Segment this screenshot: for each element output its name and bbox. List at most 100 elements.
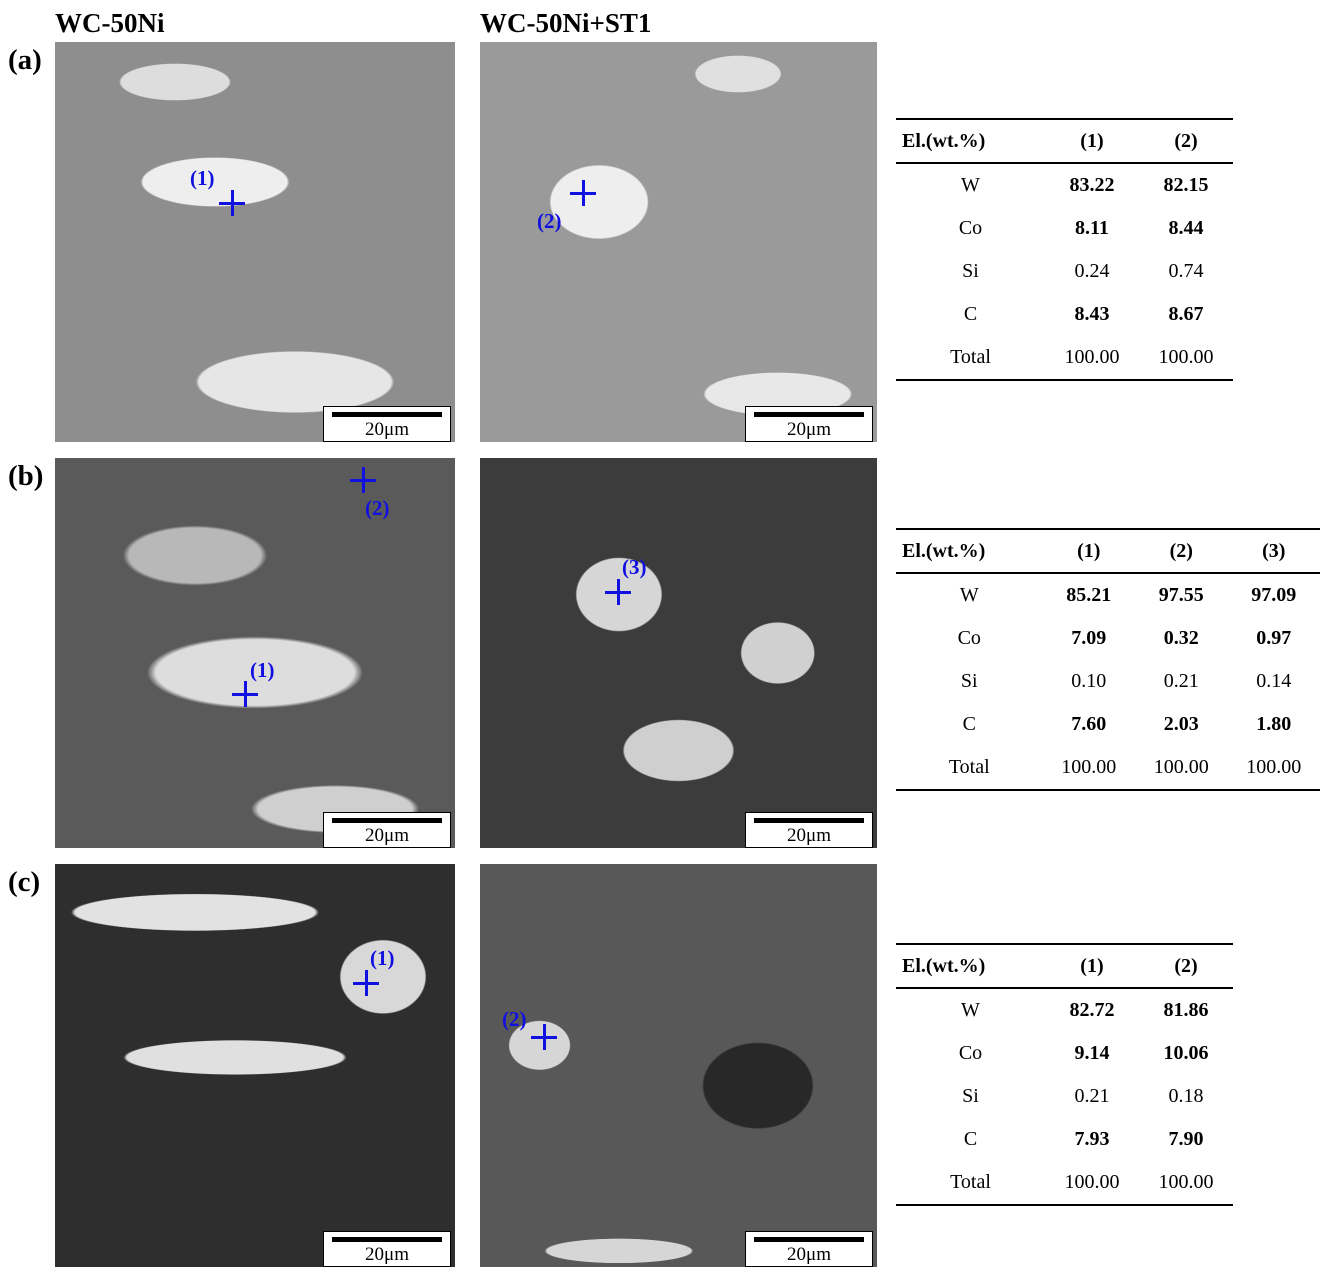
marker-cross xyxy=(243,681,247,707)
column-title: WC-50Ni+ST1 xyxy=(480,8,652,38)
marker-label: (2) xyxy=(365,496,390,520)
header-row: El.(wt.%) (1) (2) (3) xyxy=(896,529,1320,574)
header-row: El.(wt.%) (1) (2) xyxy=(896,119,1233,164)
data-table: El.(wt.%) (1) (2) W 83.22 82.15 Co 8.11 8.44 Si 0.… xyxy=(896,118,1233,381)
table-body: W 83.22 82.15 Co 8.11 8.44 Si 0.24 0.74 C 8.43 8.67… xyxy=(896,163,1233,380)
table-row: C 7.60 2.03 1.80 xyxy=(896,703,1320,746)
header-cell: (1) xyxy=(1044,944,1139,989)
table-cell: 0.21 xyxy=(1074,1085,1110,1107)
table-cell: 0.32 xyxy=(1163,627,1199,649)
table-cell: Total xyxy=(950,1171,991,1193)
sem-image: (2) (1) 20μm xyxy=(55,458,455,848)
table-cell: 85.21 xyxy=(1066,584,1112,606)
scale-text: 20μm xyxy=(787,825,831,846)
table-cell: 0.14 xyxy=(1256,670,1292,692)
scale-bar: 20μm xyxy=(323,812,451,848)
scale-line xyxy=(332,1237,442,1242)
table-cell: Total xyxy=(948,756,990,778)
table-cell: 100.00 xyxy=(1064,346,1120,368)
scale-bar: 20μm xyxy=(745,1231,873,1267)
scale-line xyxy=(332,818,442,823)
table-cell: Co xyxy=(958,217,983,239)
table-cell: 0.10 xyxy=(1071,670,1107,692)
table-row: Si 0.10 0.21 0.14 xyxy=(896,660,1320,703)
marker-cross xyxy=(230,190,234,216)
table-cell: W xyxy=(959,584,979,606)
table-cell: 0.74 xyxy=(1168,260,1204,282)
marker-label: (1) xyxy=(250,658,275,682)
marker-cross xyxy=(542,1024,546,1050)
table-cell: 82.15 xyxy=(1163,174,1209,196)
column-title: WC-50Ni xyxy=(55,8,165,38)
table-cell: 8.43 xyxy=(1074,303,1110,325)
scale-text: 20μm xyxy=(787,419,831,440)
marker-cross xyxy=(581,180,585,206)
table-cell: Si xyxy=(962,1085,979,1107)
header-cell: (3) xyxy=(1227,529,1320,574)
table-cell: 7.09 xyxy=(1071,627,1107,649)
table-cell: Si xyxy=(960,670,978,692)
header-cell: El.(wt.%) xyxy=(896,529,1043,574)
scale-text: 20μm xyxy=(365,419,409,440)
table-cell: 9.14 xyxy=(1074,1042,1110,1064)
data-table: El.(wt.%) (1) (2) (3) W 85.21 97.55 97.09 Co 7.09… xyxy=(896,528,1320,791)
table-row: Co 9.14 10.06 xyxy=(896,1032,1233,1075)
marker-label: (1) xyxy=(370,946,395,970)
marker-cross xyxy=(364,970,368,996)
data-table: El.(wt.%) (1) (2) W 82.72 81.86 Co 9.14 10.06 Si 0… xyxy=(896,943,1233,1206)
sem-image: (2) 20μm xyxy=(480,864,877,1267)
table-row: Total 100.00 100.00 xyxy=(896,336,1233,380)
table-cell: 100.00 xyxy=(1158,346,1214,368)
table-head: El.(wt.%) (1) (2) xyxy=(896,944,1233,989)
sem-image: (1) 20μm xyxy=(55,42,455,442)
sem-image: (2) 20μm xyxy=(480,42,877,442)
table-row: Co 8.11 8.44 xyxy=(896,207,1233,250)
table-head: El.(wt.%) (1) (2) (3) xyxy=(896,529,1320,574)
scale-bar: 20μm xyxy=(745,406,873,442)
table-row: C 8.43 8.67 xyxy=(896,293,1233,336)
table-cell: 0.18 xyxy=(1168,1085,1204,1107)
scale-text: 20μm xyxy=(787,1244,831,1265)
table-row: Total 100.00 100.00 100.00 xyxy=(896,746,1320,790)
header-cell: (2) xyxy=(1135,529,1228,574)
table-row: W 85.21 97.55 97.09 xyxy=(896,573,1320,617)
scale-bar: 20μm xyxy=(745,812,873,848)
scale-line xyxy=(754,1237,864,1242)
table-cell: 82.72 xyxy=(1069,999,1115,1021)
table-cell: 10.06 xyxy=(1163,1042,1209,1064)
table-cell: 0.21 xyxy=(1163,670,1199,692)
table-cell: 97.09 xyxy=(1251,584,1297,606)
table-row: Si 0.24 0.74 xyxy=(896,250,1233,293)
row-label: (b) xyxy=(8,460,44,492)
header-cell: (1) xyxy=(1044,119,1139,164)
table-cell: Co xyxy=(957,627,981,649)
marker-cross xyxy=(616,579,620,605)
table-cell: Si xyxy=(962,260,979,282)
table-body: W 82.72 81.86 Co 9.14 10.06 Si 0.21 0.18 C 7.93 7.9… xyxy=(896,988,1233,1205)
header-cell: (2) xyxy=(1138,119,1233,164)
table-cell: 8.11 xyxy=(1075,217,1109,239)
table-cell: 7.93 xyxy=(1074,1128,1110,1150)
table-head: El.(wt.%) (1) (2) xyxy=(896,119,1233,164)
marker-cross xyxy=(361,467,365,493)
table-row: W 82.72 81.86 xyxy=(896,988,1233,1032)
table-cell: 0.24 xyxy=(1074,260,1110,282)
table-row: C 7.93 7.90 xyxy=(896,1118,1233,1161)
marker-label: (2) xyxy=(537,209,562,233)
sem-image: (1) 20μm xyxy=(55,864,455,1267)
row-label: (c) xyxy=(8,866,41,898)
table-cell: C xyxy=(963,1128,978,1150)
scale-line xyxy=(754,818,864,823)
table-cell: 2.03 xyxy=(1163,713,1199,735)
table-row: W 83.22 82.15 xyxy=(896,163,1233,207)
table-cell: 7.90 xyxy=(1168,1128,1204,1150)
header-cell: El.(wt.%) xyxy=(896,944,1045,989)
table-cell: 7.60 xyxy=(1071,713,1107,735)
table-cell: 83.22 xyxy=(1069,174,1115,196)
header-cell: (2) xyxy=(1138,944,1233,989)
header-cell: (1) xyxy=(1042,529,1136,574)
table-row: Co 7.09 0.32 0.97 xyxy=(896,617,1320,660)
table-cell: W xyxy=(961,999,980,1021)
row-label: (a) xyxy=(8,44,42,76)
